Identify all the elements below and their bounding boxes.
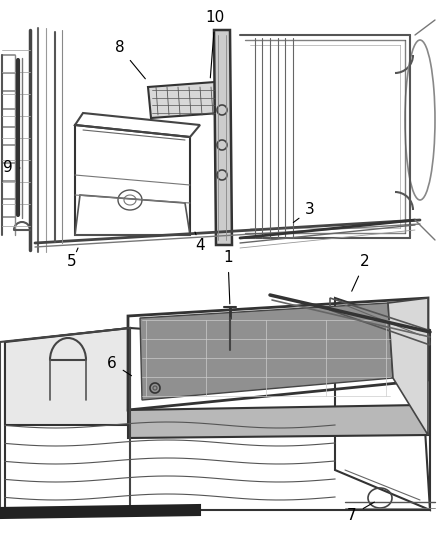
Text: 3: 3 — [293, 203, 315, 222]
Polygon shape — [140, 303, 393, 400]
Polygon shape — [388, 298, 428, 435]
Polygon shape — [0, 505, 200, 518]
Text: 7: 7 — [347, 502, 374, 522]
Text: 2: 2 — [352, 254, 370, 291]
Polygon shape — [148, 82, 220, 118]
Polygon shape — [128, 405, 428, 438]
Text: 6: 6 — [107, 356, 131, 376]
Text: 10: 10 — [205, 11, 225, 78]
Text: 4: 4 — [195, 232, 205, 253]
Polygon shape — [214, 30, 232, 245]
Polygon shape — [5, 328, 130, 425]
Text: 8: 8 — [115, 41, 145, 79]
Text: 5: 5 — [67, 248, 78, 270]
Text: 1: 1 — [223, 251, 233, 304]
Text: 9: 9 — [3, 160, 20, 175]
